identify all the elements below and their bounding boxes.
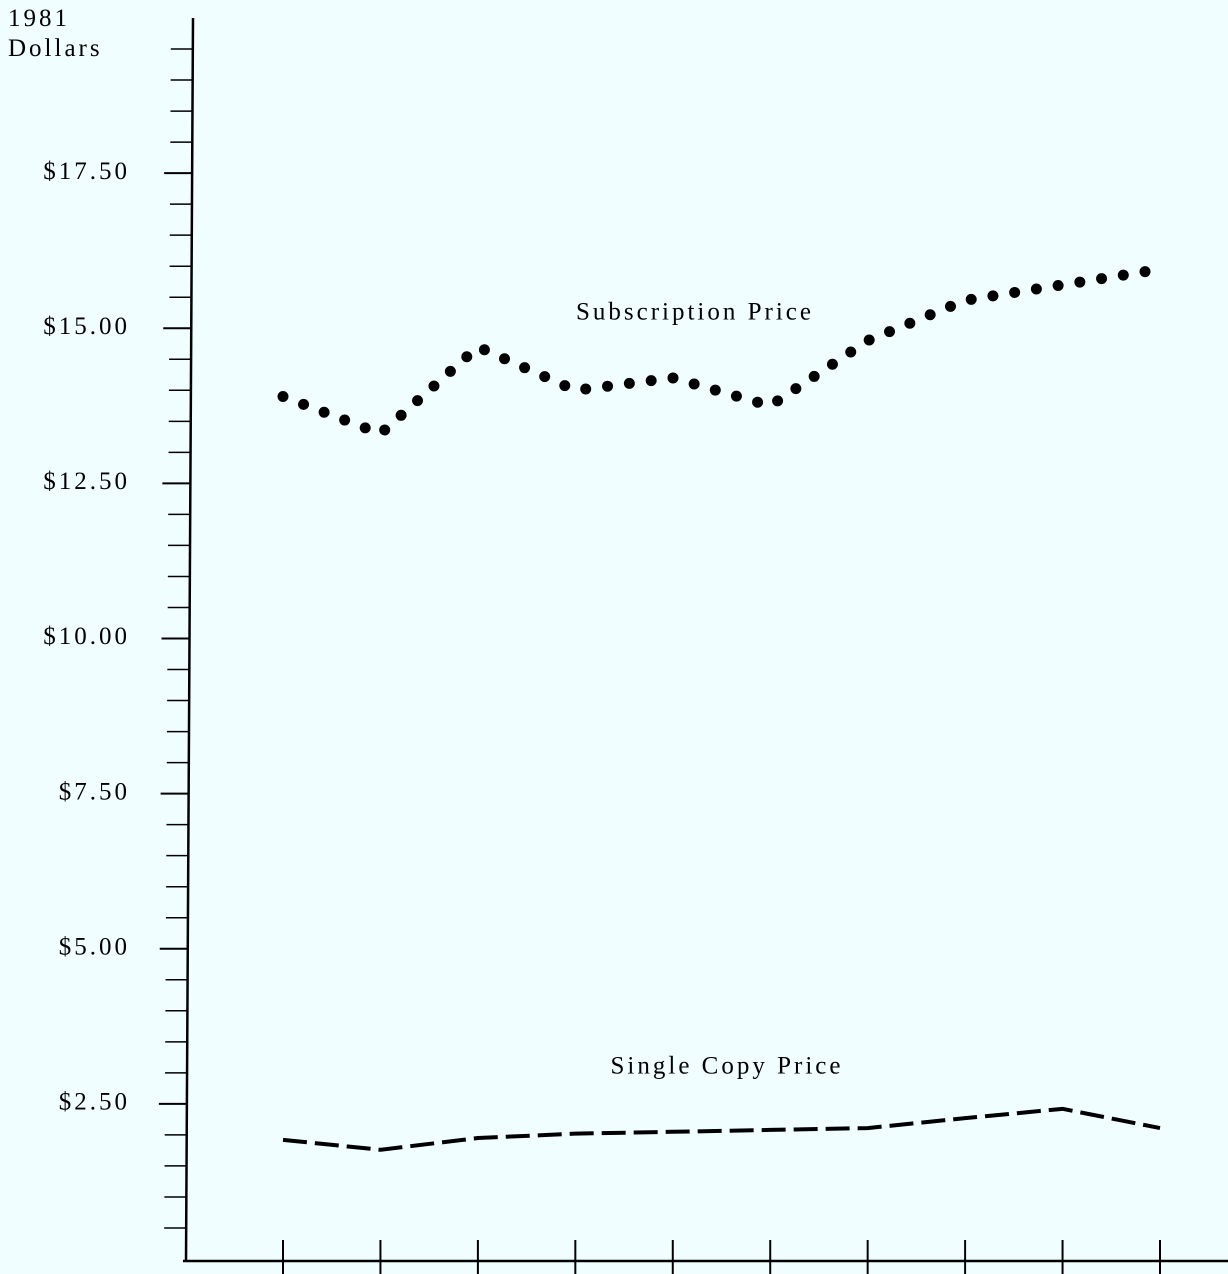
line bbox=[282, 1106, 1161, 1152]
y-tick-label: $2.50 bbox=[59, 1089, 130, 1116]
series-label: Subscription Price bbox=[576, 299, 814, 326]
line bbox=[277, 263, 1166, 440]
y-axis bbox=[184, 17, 195, 1263]
y-tick-label: $10.00 bbox=[43, 623, 130, 650]
y-tick-label: $17.50 bbox=[43, 158, 130, 185]
y-axis-label: 1981 Dollars bbox=[8, 5, 103, 62]
y-tick-label: $7.50 bbox=[59, 778, 130, 805]
y-tick-label: $12.50 bbox=[43, 468, 130, 495]
y-tick-label: $15.00 bbox=[43, 313, 130, 340]
y-tick-label: $5.00 bbox=[59, 933, 130, 960]
series-label: Single Copy Price bbox=[611, 1053, 844, 1080]
